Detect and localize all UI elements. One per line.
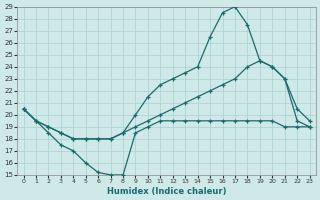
X-axis label: Humidex (Indice chaleur): Humidex (Indice chaleur) xyxy=(107,187,226,196)
